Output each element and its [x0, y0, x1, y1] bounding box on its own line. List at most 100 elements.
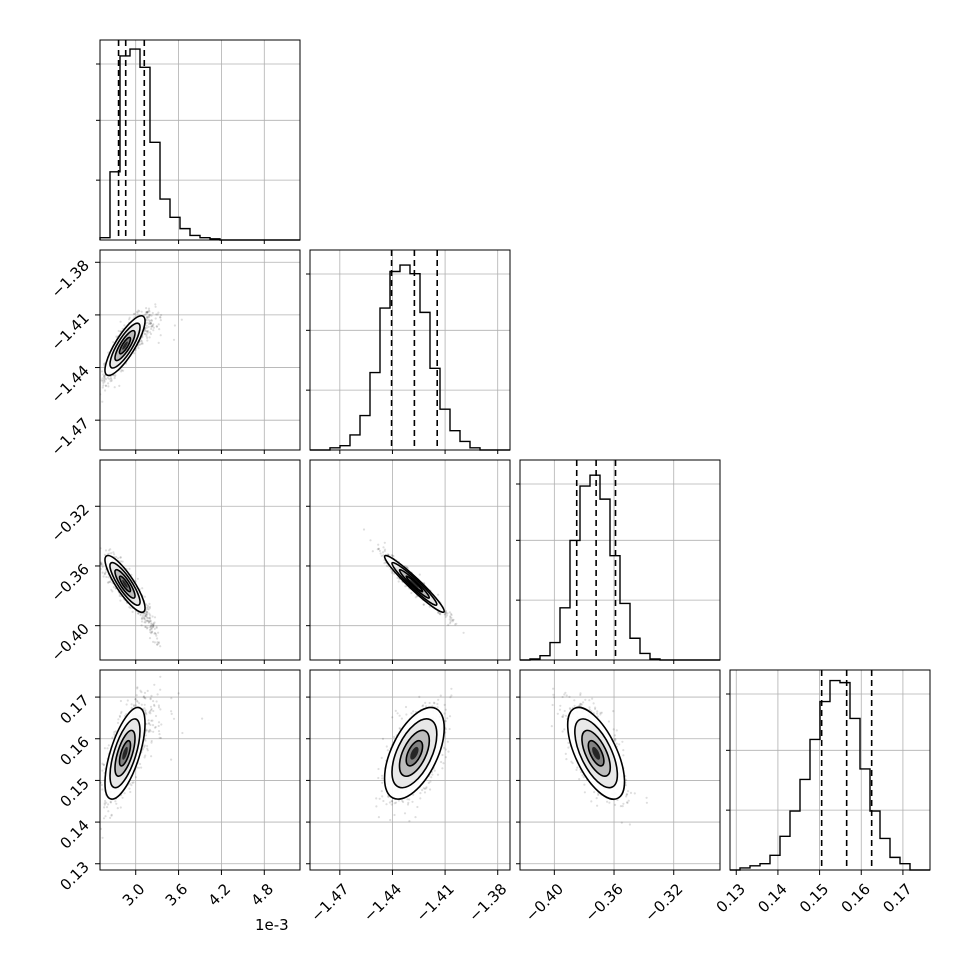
sample-point: [156, 643, 159, 646]
sample-point: [146, 317, 149, 320]
sample-point: [151, 625, 154, 629]
sample-point: [137, 612, 140, 615]
sample-point: [147, 730, 150, 734]
sample-point: [148, 612, 151, 615]
sample-point: [144, 625, 147, 629]
sample-point: [100, 379, 103, 382]
sample-point: [141, 747, 145, 751]
sample-point: [138, 702, 141, 705]
sample-point: [136, 310, 139, 313]
sample-point: [152, 625, 155, 628]
histogram-step: [730, 679, 930, 871]
sample-point: [119, 599, 122, 602]
sample-point: [382, 799, 385, 803]
sample-point: [157, 311, 160, 314]
sample-point: [145, 729, 148, 732]
sample-point: [136, 700, 139, 703]
sample-point: [377, 547, 380, 551]
sample-point: [181, 731, 184, 735]
sample-point: [439, 694, 442, 697]
sample-point: [145, 311, 148, 314]
sample-point: [157, 704, 160, 707]
sample-point: [152, 323, 155, 326]
sample-point: [393, 802, 396, 805]
sample-point: [147, 309, 151, 312]
sample-point: [140, 342, 143, 346]
sample-point: [450, 616, 453, 620]
sample-point: [148, 607, 151, 610]
sample-point: [145, 610, 148, 614]
sample-point: [449, 615, 452, 618]
sample-point: [150, 741, 153, 744]
sample-point: [143, 756, 146, 759]
sample-point: [146, 613, 149, 616]
sample-point: [146, 608, 149, 611]
sample-point: [150, 707, 153, 711]
sample-point: [383, 562, 386, 565]
sample-point: [119, 712, 123, 715]
sample-point: [150, 622, 153, 625]
sample-point: [448, 727, 451, 731]
sample-point: [149, 322, 152, 325]
sample-point: [103, 380, 106, 383]
sample-point: [147, 620, 151, 624]
sample-point: [448, 611, 451, 614]
sample-point: [145, 627, 149, 630]
sample-point: [106, 747, 109, 750]
sample-point: [438, 612, 441, 615]
sample-point: [428, 701, 431, 705]
sample-point: [156, 637, 159, 640]
sample-point: [110, 588, 113, 591]
sample-point: [113, 386, 116, 389]
sample-point: [436, 702, 439, 706]
sample-point: [462, 631, 465, 634]
sample-point: [425, 705, 428, 708]
sample-point: [152, 622, 155, 625]
sample-point: [443, 746, 446, 750]
sample-point: [173, 682, 175, 684]
sample-point: [133, 705, 136, 708]
sample-point: [100, 563, 103, 566]
sample-point: [103, 379, 106, 382]
sample-point: [170, 758, 173, 761]
sample-point: [155, 325, 158, 328]
sample-point: [578, 704, 582, 707]
sample-point: [145, 619, 148, 623]
sample-point: [101, 836, 104, 839]
sample-point: [79, 557, 81, 559]
sample-point: [136, 766, 139, 769]
sample-point: [102, 384, 105, 387]
sample-point: [446, 740, 449, 743]
sample-point: [201, 717, 204, 720]
sample-point: [380, 554, 383, 558]
sample-point: [103, 378, 106, 381]
sample-point: [151, 615, 154, 618]
sample-point: [398, 714, 401, 717]
sample-point: [139, 689, 142, 692]
sample-point: [114, 730, 117, 733]
sample-point: [390, 800, 393, 803]
sample-point: [145, 728, 148, 731]
sample-point: [146, 611, 149, 614]
sample-point: [155, 313, 158, 316]
sample-point: [390, 569, 393, 573]
sample-point: [450, 612, 453, 616]
sample-point: [109, 800, 112, 804]
sample-point: [425, 786, 428, 789]
sample-point: [159, 736, 162, 740]
sample-point: [404, 705, 408, 709]
sample-point: [385, 803, 388, 806]
sample-point: [119, 556, 122, 559]
sample-point: [444, 609, 447, 613]
sample-point: [140, 624, 143, 627]
sample-point: [377, 547, 380, 550]
sample-point: [105, 575, 108, 579]
sample-point: [148, 628, 152, 632]
sample-point: [441, 753, 444, 757]
sample-point: [93, 388, 95, 390]
sample-point: [92, 406, 94, 408]
sample-point: [149, 698, 152, 701]
sample-point: [147, 621, 150, 624]
sample-point: [155, 625, 158, 628]
sample-point: [140, 310, 143, 313]
